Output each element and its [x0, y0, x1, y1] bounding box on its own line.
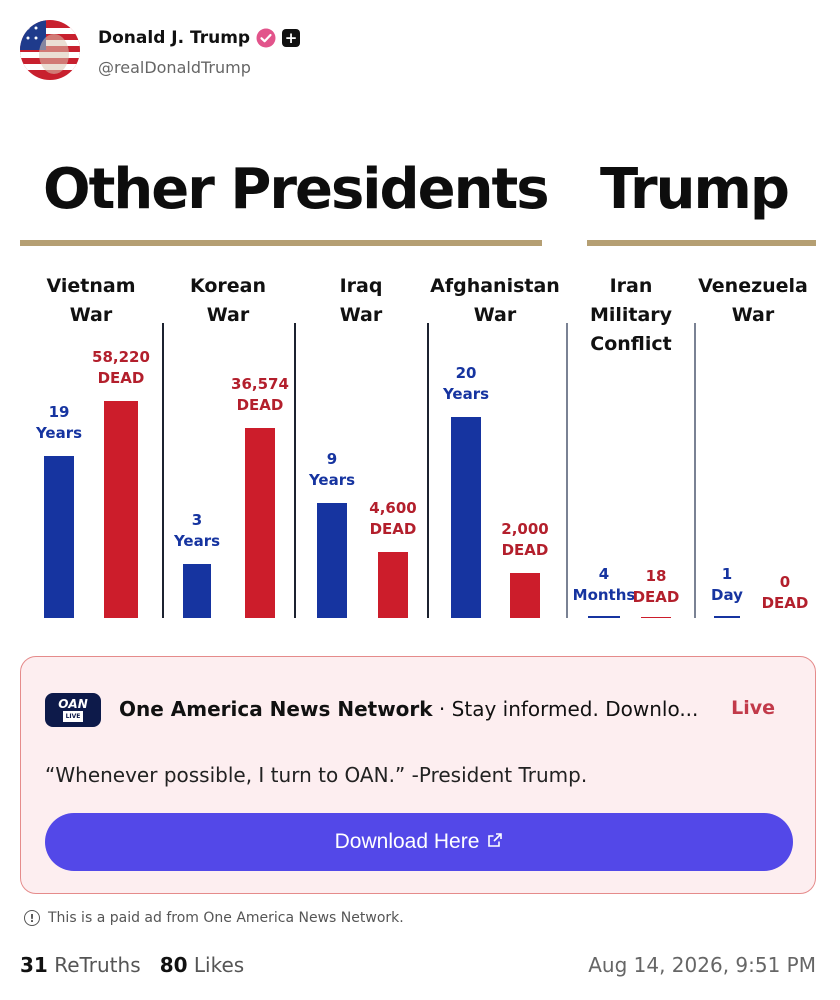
col-label-text: Iraq War: [339, 275, 383, 326]
post-header: Donald J. Trump + @realDonaldTrump: [20, 18, 820, 82]
retruths-label: ReTruths: [54, 953, 141, 977]
bar-years-label: 4 Months: [572, 565, 636, 604]
retruths-stat[interactable]: 31 ReTruths: [20, 953, 141, 977]
bar-years: [183, 564, 211, 618]
avatar[interactable]: [20, 20, 80, 80]
bar-dead: [510, 573, 540, 618]
ad-quote: “Whenever possible, I turn to OAN.” -Pre…: [45, 763, 588, 787]
bar-years: [451, 417, 481, 618]
bar-dead-label: 4,600 DEAD: [369, 499, 417, 538]
column-divider: [162, 323, 164, 618]
column-divider: [294, 323, 296, 618]
bar-dead-label: 36,574 DEAD: [231, 375, 289, 414]
col-label-venezuela: Venezuela War: [688, 272, 818, 330]
bar-years-label: 1 Day: [711, 565, 743, 604]
ad-advertiser: One America News Network: [119, 697, 433, 721]
verified-badge-icon: [256, 28, 276, 48]
col-label-iran: Iran Military Conflict: [566, 272, 696, 359]
oan-logo-text: OAN: [58, 696, 88, 711]
external-link-icon: [487, 830, 503, 854]
bar-years-label: 3 Years: [173, 511, 221, 550]
oan-logo-sub: LIVE: [62, 710, 84, 722]
bar-dead-label: 58,220 DEAD: [92, 348, 150, 387]
column-divider: [566, 323, 568, 618]
bar-dead: [641, 617, 671, 618]
col-label-text: Vietnam War: [46, 275, 136, 326]
bar-years: [44, 456, 74, 618]
title-other-presidents: Other Presidents: [43, 157, 550, 222]
bar-dead: [104, 401, 138, 618]
ad-card[interactable]: OAN LIVE One America News Network · Stay…: [20, 656, 816, 894]
bar-dead-label: 2,000 DEAD: [501, 520, 549, 559]
column-divider: [694, 323, 696, 618]
author-name-text[interactable]: Donald J. Trump: [98, 28, 251, 48]
oan-logo-icon[interactable]: OAN LIVE: [45, 693, 101, 727]
paid-ad-note: ! This is a paid ad from One America New…: [24, 910, 404, 926]
bar-years: [588, 616, 620, 618]
bar-dead: [378, 552, 408, 618]
live-label[interactable]: Live: [731, 697, 775, 719]
bar-years: [714, 616, 740, 618]
post-stats: 31 ReTruths 80 Likes: [20, 953, 244, 977]
ad-tagline: · Stay informed. Downlo...: [432, 697, 699, 721]
author-name[interactable]: Donald J. Trump +: [98, 28, 301, 48]
plus-badge-icon: +: [282, 29, 301, 47]
col-label-afghanistan: Afghanistan War: [430, 272, 560, 330]
gold-rule-right: [587, 240, 816, 246]
bar-dead-label: 18 DEAD: [632, 567, 680, 606]
likes-count: 80: [159, 953, 188, 977]
war-comparison-infographic: Other Presidents Trump Vietnam War Korean…: [20, 140, 820, 645]
paid-note-text: This is a paid ad from One America News …: [48, 910, 404, 926]
bar-years-label: 20 Years: [442, 364, 490, 403]
post-timestamp[interactable]: Aug 14, 2026, 9:51 PM: [588, 953, 816, 977]
col-label-text: Venezuela War: [698, 275, 808, 326]
bar-years: [317, 503, 347, 618]
col-label-vietnam: Vietnam War: [26, 272, 156, 330]
download-button-label: Download Here: [334, 830, 480, 853]
bar-dead: [245, 428, 275, 618]
author-handle[interactable]: @realDonaldTrump: [98, 58, 251, 77]
bar-dead-label: 0 DEAD: [761, 573, 809, 612]
gold-rule-left: [20, 240, 542, 246]
download-here-button[interactable]: Download Here: [45, 813, 793, 871]
likes-label: Likes: [193, 953, 245, 977]
retruths-count: 31: [20, 953, 48, 977]
col-label-text: Iran Military Conflict: [589, 275, 673, 355]
title-trump: Trump: [600, 157, 790, 222]
col-label-korean: Korean War: [163, 272, 293, 330]
col-label-text: Afghanistan War: [430, 275, 560, 326]
likes-stat[interactable]: 80 Likes: [160, 953, 245, 977]
bar-years-label: 9 Years: [308, 450, 356, 489]
info-icon: !: [24, 910, 40, 926]
bar-years-label: 19 Years: [35, 403, 83, 442]
col-label-text: Korean War: [189, 275, 267, 326]
col-label-iraq: Iraq War: [296, 272, 426, 330]
column-divider: [427, 323, 429, 618]
ad-title[interactable]: One America News Network · Stay informed…: [119, 697, 698, 721]
